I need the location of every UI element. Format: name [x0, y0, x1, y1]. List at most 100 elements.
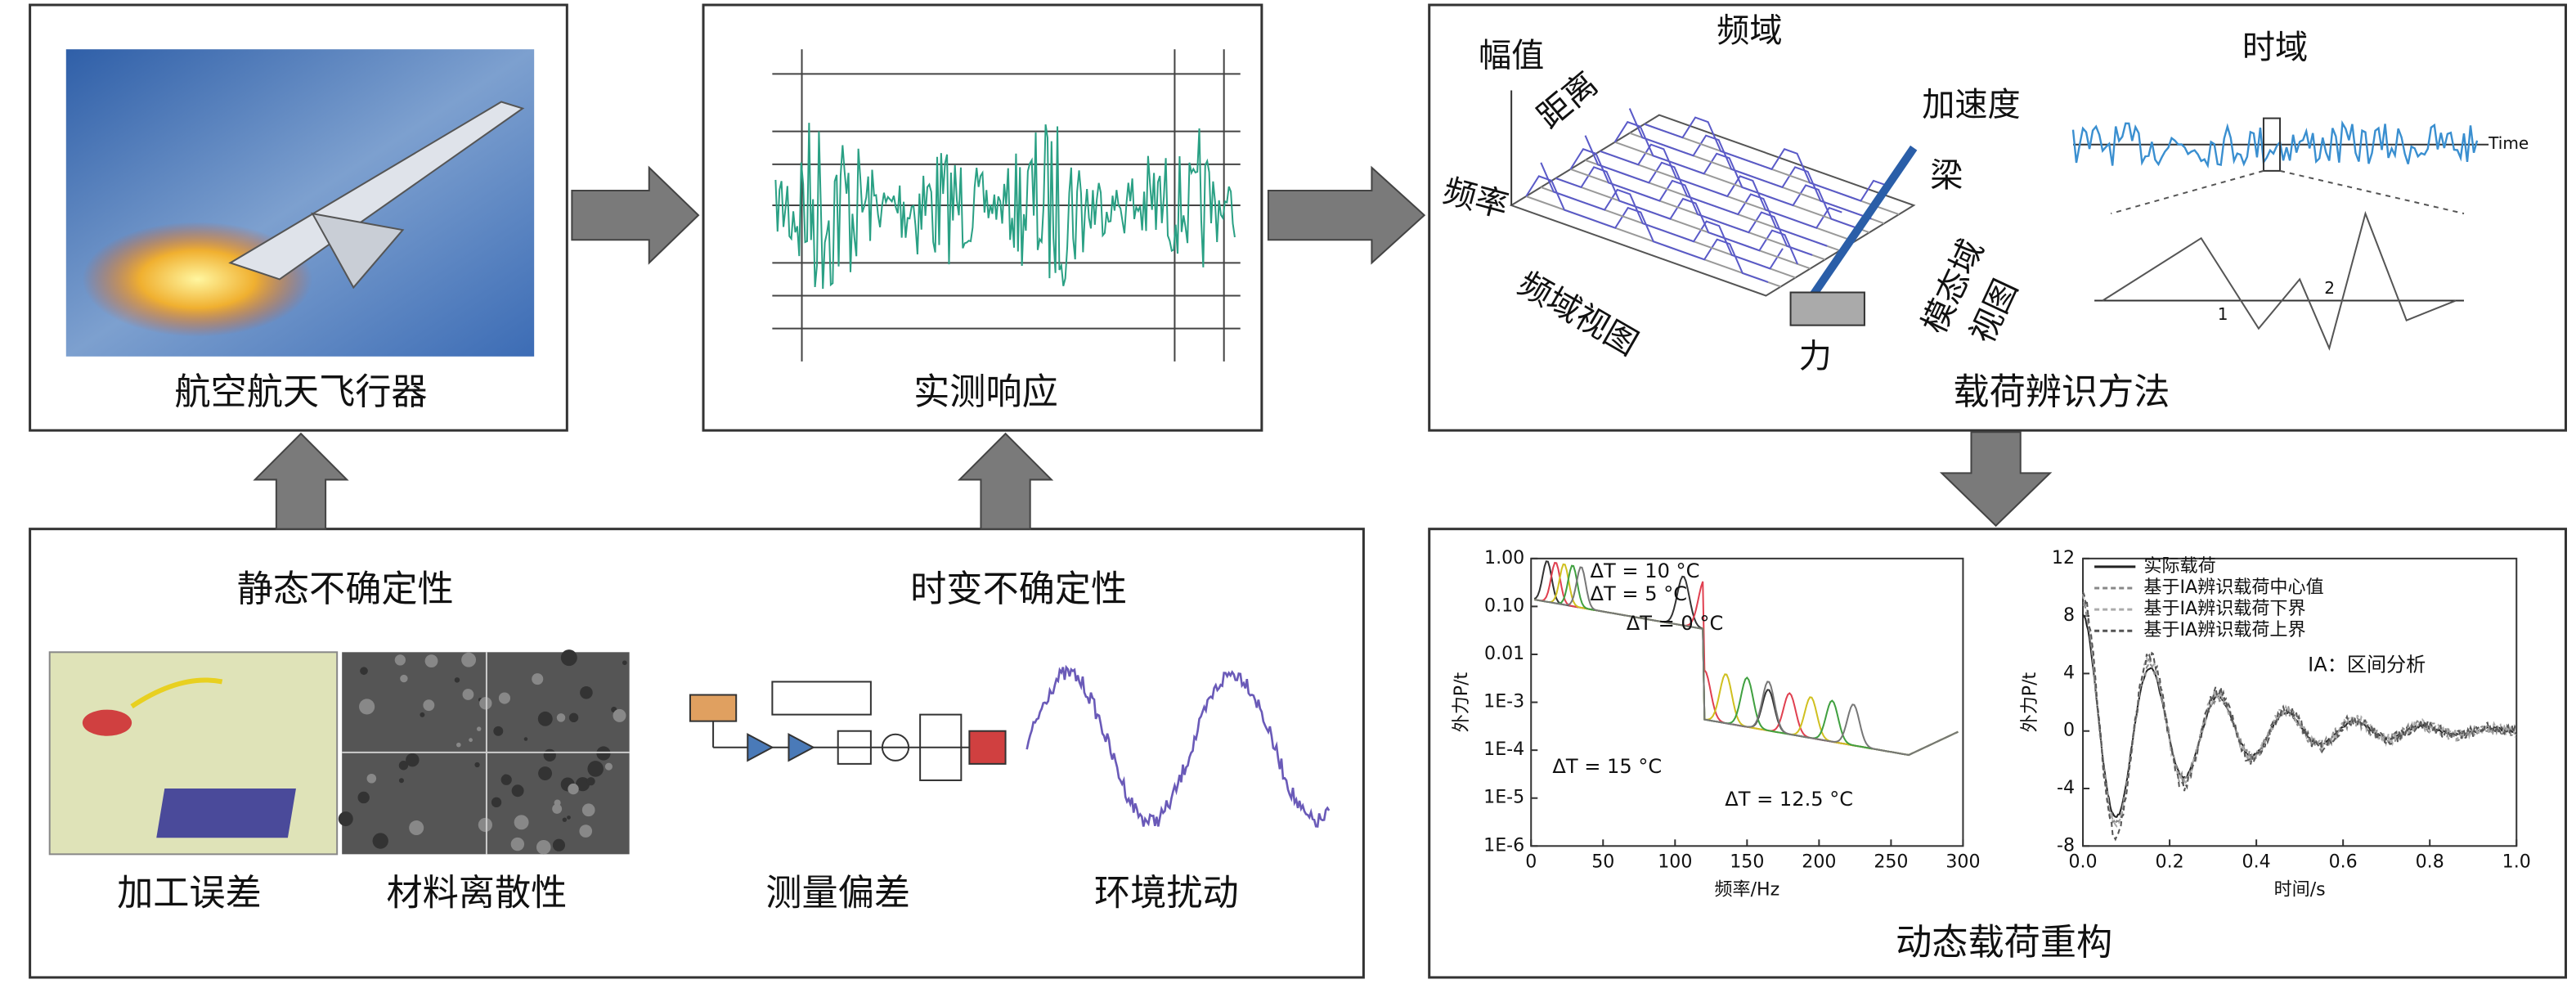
freq-curve — [1534, 566, 1959, 757]
aircraft-body — [228, 101, 525, 281]
label: 航空航天飞行器 — [174, 371, 427, 413]
label: 1 — [2218, 304, 2228, 324]
grain — [420, 712, 425, 717]
annotation: ΔT = 5 °C — [1591, 582, 1688, 605]
annotation: ΔT = 10 °C — [1591, 559, 1700, 582]
annotation: ΔT = 15 °C — [1552, 755, 1662, 778]
spectrum — [1525, 175, 1769, 283]
legend-label: 实际载荷 — [2143, 555, 2215, 577]
grain — [456, 742, 461, 748]
grain — [510, 837, 525, 851]
grain — [461, 652, 477, 667]
grain — [400, 674, 408, 683]
label: 力 — [1799, 338, 1832, 375]
beam — [1803, 145, 1918, 307]
legend-label: 基于IA辨识载荷中心值 — [2143, 577, 2323, 598]
time-curve — [2082, 594, 2516, 828]
grain — [409, 820, 424, 836]
annotation: ΔT = 12.5 °C — [1725, 788, 1853, 811]
y-tick-label: 8 — [2063, 604, 2075, 626]
arrow-right — [1267, 165, 1426, 265]
waveform — [772, 49, 1241, 362]
grain — [532, 673, 544, 685]
wave-line — [774, 123, 1236, 290]
spectrum — [1569, 148, 1813, 256]
grain — [394, 654, 406, 666]
grain — [552, 838, 566, 851]
grain — [474, 762, 480, 768]
x-tick-label: 0.6 — [2329, 851, 2358, 872]
grain — [580, 686, 593, 699]
x-tick-label: 1.0 — [2502, 851, 2531, 872]
grain — [424, 654, 438, 668]
y-tick-label: 1E-4 — [1483, 739, 1524, 760]
grain — [575, 777, 590, 792]
grain — [613, 708, 626, 722]
x-tick-label: 0.8 — [2416, 851, 2444, 872]
grain — [479, 697, 492, 710]
grain — [604, 762, 613, 771]
grain — [568, 712, 579, 723]
grain — [581, 803, 595, 817]
arrow-up — [253, 432, 349, 530]
time-window — [2262, 117, 2282, 172]
grain — [511, 784, 524, 798]
spectrum — [1644, 116, 1887, 202]
material-texture — [338, 649, 627, 855]
grain — [462, 689, 474, 700]
x-tick-label: 0.2 — [2156, 851, 2184, 872]
grain — [398, 778, 404, 784]
label: 测量偏差 — [765, 873, 910, 914]
grain — [523, 737, 528, 741]
grain — [538, 766, 553, 780]
legend-label: 基于IA辨识载荷上界 — [2143, 619, 2305, 640]
machining-spot — [82, 709, 132, 736]
note: IA：区间分析 — [2308, 653, 2426, 676]
label: 梁 — [1930, 157, 1963, 195]
label: 静态不确定性 — [237, 568, 454, 610]
grain — [469, 738, 473, 743]
machining-arrow — [130, 677, 223, 709]
circuit-block — [968, 730, 1007, 765]
label: 加速度 — [1922, 87, 2020, 124]
grain — [568, 783, 579, 795]
y-tick-label: 0.01 — [1484, 643, 1524, 664]
circuit-block — [837, 730, 872, 765]
grain — [476, 726, 482, 731]
label: 材料离散性 — [386, 873, 567, 914]
grain — [536, 839, 551, 855]
y-tick-label: 0.10 — [1484, 595, 1524, 616]
label: 加工误差 — [117, 873, 262, 914]
grain — [596, 746, 611, 761]
grain — [502, 774, 509, 780]
grain — [567, 816, 571, 820]
x-tick-label: 200 — [1802, 851, 1836, 872]
frequency-grid — [1509, 114, 1916, 297]
grain — [552, 803, 563, 814]
zoom-signal — [2102, 210, 2457, 351]
grain — [398, 761, 409, 771]
spectrum — [1540, 162, 1784, 270]
y-tick-label: 1E-6 — [1483, 834, 1524, 856]
grain — [366, 773, 377, 784]
grain — [587, 761, 604, 777]
label: 2 — [2324, 278, 2335, 298]
zoom-line — [2279, 169, 2465, 215]
grid-lines — [1525, 108, 1900, 288]
x-tick-label: 50 — [1591, 851, 1614, 872]
label: 幅值 — [1479, 37, 1544, 74]
label: 动态载荷重构 — [1896, 922, 2112, 964]
annotation: ΔT = 0 °C — [1627, 612, 1724, 635]
circuit — [689, 681, 1007, 781]
time-plot-frame — [2082, 557, 2518, 847]
grain — [359, 699, 375, 715]
zoom-line — [2110, 169, 2264, 215]
grain — [498, 692, 511, 704]
time-signal — [2071, 119, 2479, 169]
label: Time — [2488, 133, 2529, 153]
label: 载荷辨识方法 — [1953, 371, 2170, 413]
grain — [514, 815, 529, 830]
y-tick-label: 1E-5 — [1483, 787, 1524, 808]
grain — [423, 699, 435, 712]
